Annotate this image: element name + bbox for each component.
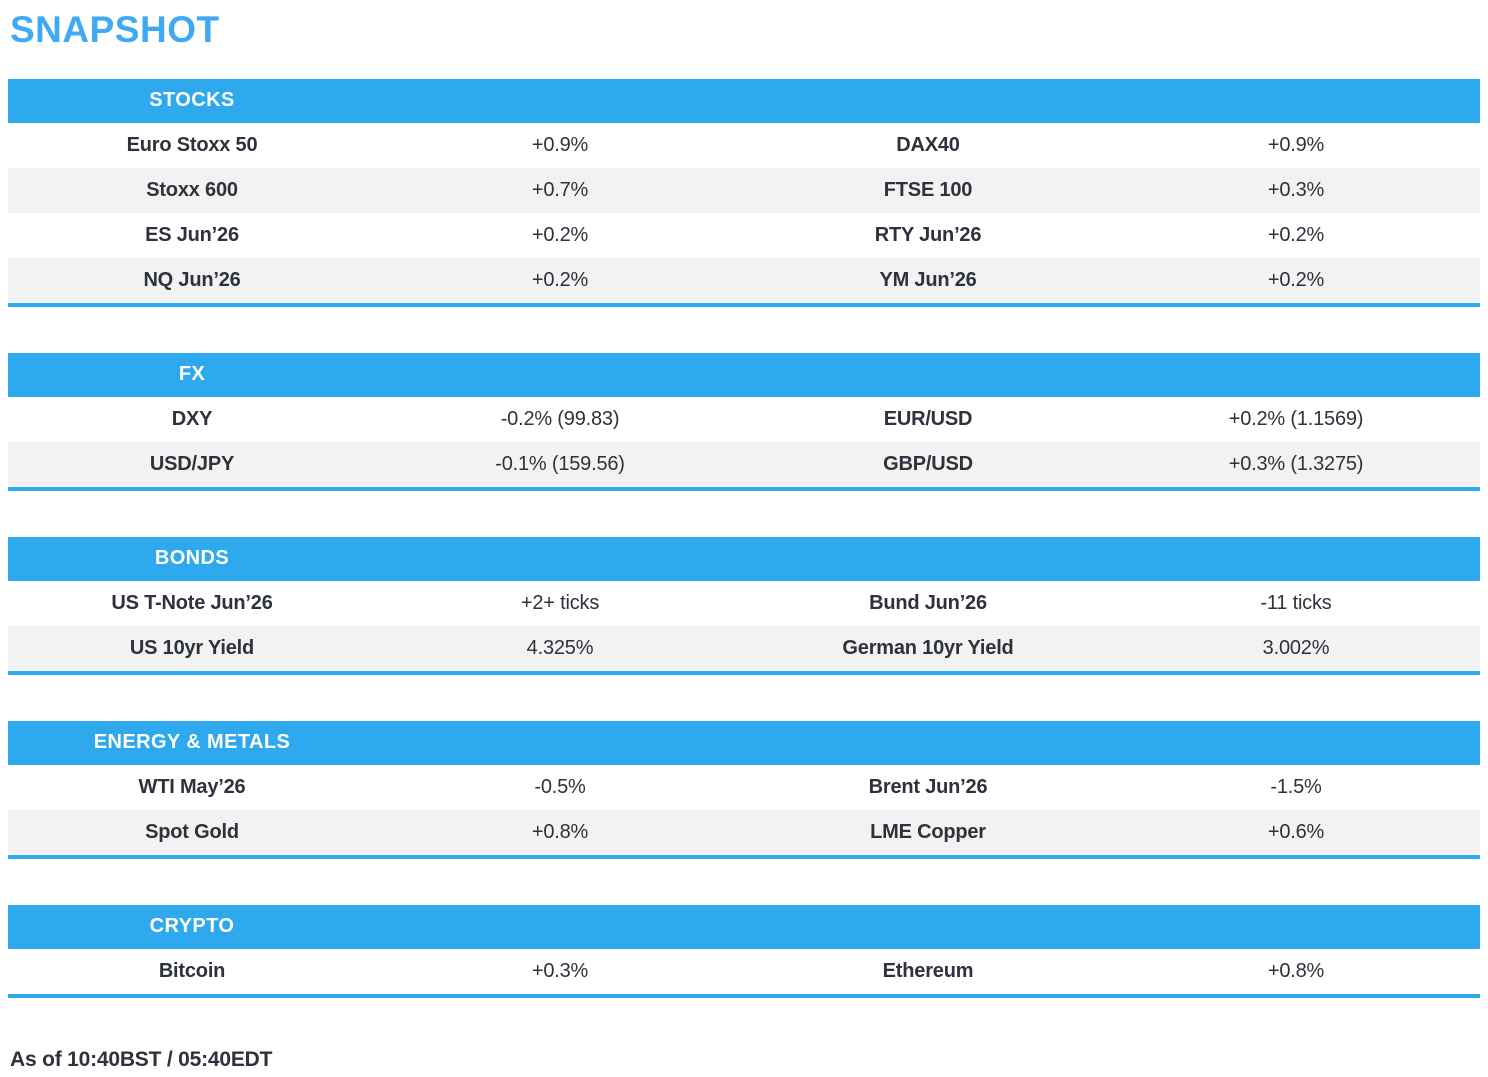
instrument-label: FTSE 100 bbox=[883, 178, 973, 201]
instrument-value: +0.2% bbox=[531, 268, 589, 291]
section-header-crypto: CRYPTO bbox=[8, 904, 1480, 949]
section-header-label: STOCKS bbox=[149, 89, 235, 112]
section-header-label: CRYPTO bbox=[149, 915, 235, 938]
section-energy-metals: ENERGY & METALS WTI May’26 -0.5% Brent Jun’… bbox=[8, 720, 1480, 859]
instrument-value: -11 ticks bbox=[1260, 591, 1332, 614]
sections: STOCKS Euro Stoxx 50 +0.9% DAX40 +0.9% Stoxx … bbox=[8, 78, 1480, 998]
instrument-value: +0.9% bbox=[531, 133, 589, 156]
table-row: Euro Stoxx 50 +0.9% DAX40 +0.9% bbox=[8, 122, 1480, 168]
table-row: DXY -0.2% (99.83) EUR/USD +0.2% (1.1569) bbox=[8, 396, 1480, 442]
instrument-value: +0.2% bbox=[531, 223, 589, 246]
instrument-label: NQ Jun’26 bbox=[143, 268, 241, 291]
instrument-label: EUR/USD bbox=[883, 407, 973, 430]
instrument-value: -0.1% (159.56) bbox=[495, 452, 625, 475]
instrument-label: Bitcoin bbox=[158, 959, 226, 982]
table-row: US T-Note Jun’26 +2+ ticks Bund Jun’26 -11 … bbox=[8, 580, 1480, 626]
instrument-label: ES Jun’26 bbox=[145, 223, 239, 246]
instrument-value: +0.8% bbox=[1267, 959, 1325, 982]
instrument-label: DAX40 bbox=[896, 133, 960, 156]
table-row: Spot Gold +0.8% LME Copper +0.6% bbox=[8, 809, 1480, 855]
instrument-value: +2+ ticks bbox=[520, 591, 600, 614]
instrument-label: Stoxx 600 bbox=[146, 178, 238, 201]
instrument-value: +0.9% bbox=[1267, 133, 1325, 156]
section-header-label: ENERGY & METALS bbox=[93, 731, 291, 754]
section-header-bonds: BONDS bbox=[8, 536, 1480, 581]
table-row: ES Jun’26 +0.2% RTY Jun’26 +0.2% bbox=[8, 212, 1480, 258]
section-bonds: BONDS US T-Note Jun’26 +2+ ticks Bund Jun’2… bbox=[8, 536, 1480, 675]
instrument-label: German 10yr Yield bbox=[842, 636, 1014, 659]
instrument-value: +0.2% bbox=[1267, 223, 1325, 246]
section-fx: FX DXY -0.2% (99.83) EUR/USD +0.2% (1.1569) U… bbox=[8, 352, 1480, 491]
section-header-fx: FX bbox=[8, 352, 1480, 397]
instrument-label: USD/JPY bbox=[149, 452, 235, 475]
instrument-label: US 10yr Yield bbox=[129, 636, 255, 659]
table-row: Stoxx 600 +0.7% FTSE 100 +0.3% bbox=[8, 167, 1480, 213]
section-stocks: STOCKS Euro Stoxx 50 +0.9% DAX40 +0.9% Stoxx … bbox=[8, 78, 1480, 307]
table-row: US 10yr Yield 4.325% German 10yr Yield 3.00… bbox=[8, 625, 1480, 671]
instrument-value: +0.2% bbox=[1267, 268, 1325, 291]
instrument-label: WTI May’26 bbox=[138, 775, 246, 798]
instrument-label: GBP/USD bbox=[883, 452, 973, 475]
instrument-value: -0.5% bbox=[534, 775, 586, 798]
section-header-energy-metals: ENERGY & METALS bbox=[8, 720, 1480, 765]
instrument-label: RTY Jun’26 bbox=[874, 223, 982, 246]
instrument-value: +0.3% bbox=[1267, 178, 1325, 201]
instrument-value: +0.6% bbox=[1267, 820, 1325, 843]
instrument-value: -1.5% bbox=[1270, 775, 1322, 798]
as-of-timestamp: As of 10:40BST / 05:40EDT bbox=[10, 1047, 273, 1071]
instrument-label: Brent Jun’26 bbox=[868, 775, 988, 798]
instrument-value: +0.3% bbox=[531, 959, 589, 982]
section-header-label: BONDS bbox=[154, 547, 230, 570]
instrument-label: DXY bbox=[171, 407, 213, 430]
instrument-value: +0.8% bbox=[531, 820, 589, 843]
page-title: SNAPSHOT bbox=[10, 9, 220, 50]
instrument-value: +0.3% (1.3275) bbox=[1228, 452, 1364, 475]
instrument-label: Spot Gold bbox=[145, 820, 239, 843]
instrument-label: Bund Jun’26 bbox=[869, 591, 987, 614]
instrument-value: +0.7% bbox=[531, 178, 589, 201]
instrument-value: 4.325% bbox=[526, 636, 594, 659]
instrument-label: YM Jun’26 bbox=[879, 268, 977, 291]
instrument-value: +0.2% (1.1569) bbox=[1228, 407, 1364, 430]
instrument-value: 3.002% bbox=[1262, 636, 1330, 659]
table-row: NQ Jun’26 +0.2% YM Jun’26 +0.2% bbox=[8, 257, 1480, 303]
table-row: Bitcoin +0.3% Ethereum +0.8% bbox=[8, 948, 1480, 994]
table-row: USD/JPY -0.1% (159.56) GBP/USD +0.3% (1.327… bbox=[8, 441, 1480, 487]
instrument-value: -0.2% (99.83) bbox=[500, 407, 620, 430]
section-header-label: FX bbox=[178, 363, 206, 386]
table-row: WTI May’26 -0.5% Brent Jun’26 -1.5% bbox=[8, 764, 1480, 810]
instrument-label: Ethereum bbox=[882, 959, 974, 982]
instrument-label: Euro Stoxx 50 bbox=[126, 133, 258, 156]
instrument-label: LME Copper bbox=[870, 820, 986, 843]
section-crypto: CRYPTO Bitcoin +0.3% Ethereum +0.8% bbox=[8, 904, 1480, 998]
section-header-stocks: STOCKS bbox=[8, 78, 1480, 123]
instrument-label: US T-Note Jun’26 bbox=[111, 591, 273, 614]
